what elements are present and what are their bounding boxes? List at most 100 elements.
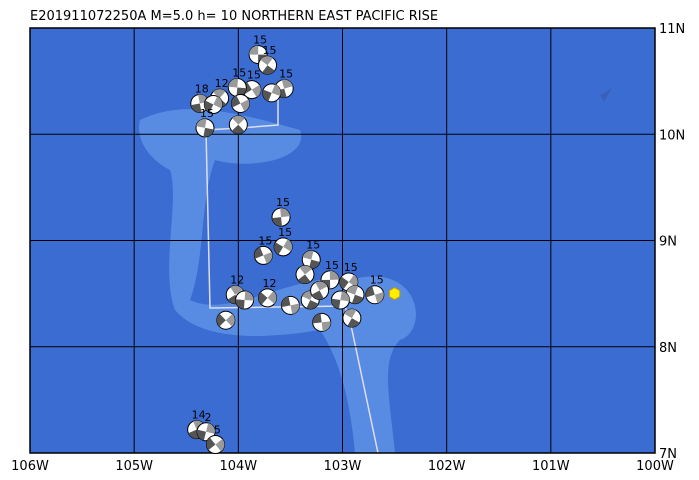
focal-mechanism [196, 422, 216, 442]
compression-quadrant [297, 274, 311, 284]
compression-quadrant [251, 84, 261, 98]
compression-quadrant [280, 208, 290, 218]
compression-quadrant [347, 318, 360, 328]
compression-quadrant [311, 290, 324, 300]
compression-quadrant [232, 115, 245, 125]
compression-quadrant [348, 274, 358, 288]
lat-label: 7N [659, 447, 677, 462]
compression-quadrant [306, 300, 319, 309]
focal-mechanism [301, 250, 321, 270]
focal-mechanism [195, 118, 215, 138]
focal-mechanism [365, 285, 385, 305]
lon-label: 101W [532, 459, 570, 474]
focal-mechanism [205, 435, 225, 454]
compression-quadrant [374, 292, 384, 304]
compression-quadrant [302, 250, 314, 260]
depth-label: 12 [263, 277, 277, 290]
compression-quadrant [213, 96, 223, 109]
compression-quadrant [331, 298, 341, 309]
depth-label: 15 [200, 107, 214, 120]
compression-quadrant [283, 239, 293, 252]
depth-label: 15 [263, 44, 277, 57]
depth-label: 15 [370, 274, 384, 287]
focal-mechanism [228, 115, 248, 135]
depth-label: 15 [306, 239, 320, 252]
compression-quadrant [206, 423, 216, 434]
compression-quadrant [231, 124, 245, 134]
focal-mechanism [312, 312, 332, 332]
depth-label: 15 [276, 196, 290, 209]
lon-label: 103W [324, 459, 362, 474]
compression-quadrant [230, 285, 243, 295]
depth-label: 14 [192, 409, 206, 422]
epicenter [388, 287, 401, 301]
compression-quadrant [231, 95, 241, 108]
focal-mechanism [271, 207, 291, 227]
compression-quadrant [321, 321, 331, 332]
focal-mechanism [342, 308, 362, 328]
compression-quadrant [351, 294, 364, 304]
compression-quadrant [274, 242, 284, 255]
lon-label: 105W [115, 459, 153, 474]
compression-quadrant [240, 99, 250, 112]
compression-quadrant [244, 291, 254, 301]
depth-label: 5 [214, 424, 221, 437]
focal-mechanism [235, 290, 255, 310]
compression-quadrant [281, 296, 291, 308]
compression-quadrant [281, 79, 293, 89]
compression-quadrant [216, 313, 226, 327]
compression-quadrant [225, 313, 235, 327]
compression-quadrant [339, 276, 349, 290]
focal-mechanism [345, 285, 365, 305]
compression-quadrant [203, 127, 214, 137]
compression-quadrant [290, 303, 300, 315]
compression-quadrant [262, 89, 272, 102]
map-title: E201911072250A M=5.0 h= 10 NORTHERN EAST… [30, 9, 438, 24]
focal-mechanism [295, 265, 315, 284]
depth-label: 15 [344, 261, 358, 274]
shallow-ridge [139, 88, 612, 453]
compression-quadrant [196, 118, 207, 128]
compression-quadrant [346, 285, 359, 295]
lon-label: 100W [636, 459, 674, 474]
compression-quadrant [272, 217, 282, 227]
focal-mechanism [227, 78, 247, 97]
lat-label: 10N [659, 128, 685, 143]
compression-quadrant [312, 313, 322, 324]
compression-quadrant [258, 291, 268, 305]
compression-quadrant [190, 103, 202, 113]
lon-label: 102W [428, 459, 466, 474]
focal-mechanism [273, 237, 293, 257]
compression-quadrant [365, 286, 375, 298]
compression-quadrant [197, 429, 207, 441]
compression-quadrant [262, 65, 275, 75]
compression-quadrant [215, 438, 225, 452]
depth-label: 18 [195, 82, 209, 95]
depth-label: 15 [253, 34, 267, 47]
focal-mechanism [262, 83, 282, 103]
focal-mechanism [258, 55, 277, 75]
compression-quadrant [206, 437, 216, 451]
focal-mechanism [203, 95, 223, 114]
compression-quadrant [315, 281, 328, 291]
focal-mechanism [330, 290, 350, 310]
compression-quadrant [212, 89, 226, 99]
compression-quadrant [235, 299, 245, 309]
focal-mechanism [216, 310, 236, 330]
compression-quadrant [228, 78, 239, 88]
compression-quadrant [344, 309, 357, 319]
compression-quadrant [204, 100, 214, 113]
depth-label: 15 [258, 234, 272, 247]
compression-quadrant [267, 291, 277, 304]
compression-quadrant [308, 259, 320, 269]
compression-quadrant [193, 420, 205, 430]
depth-label: 12 [230, 274, 244, 287]
compression-quadrant [254, 247, 264, 259]
lon-label: 106W [11, 459, 49, 474]
depth-label: 12 [215, 77, 229, 90]
lat-label: 11N [659, 22, 685, 37]
compression-quadrant [263, 252, 273, 264]
lon-label: 104W [219, 459, 257, 474]
compression-quadrant [329, 270, 339, 280]
